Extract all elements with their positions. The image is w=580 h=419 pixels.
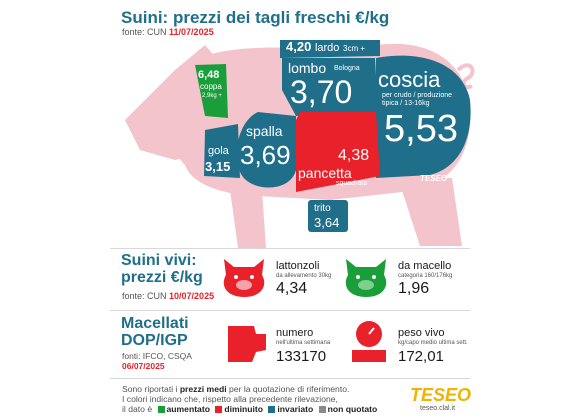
spalla-name: spalla [246,123,283,139]
cut-pancetta [296,112,380,192]
macello-note: categoria 160/176kg [398,273,453,279]
macello-name: da macello [398,260,452,272]
dop-source: fonti: IFCO, CSQA [122,351,192,361]
lardo-value: 4,20 [286,39,312,54]
gola-value: 3,15 [205,159,231,174]
source-prefix: fonte: CUN [122,27,170,37]
numero-name: numero [276,327,314,339]
spalla-value: 3,69 [240,140,291,170]
cut-coppa [195,64,228,118]
pig-brand: TESEO [420,174,448,183]
legend-down: diminuito [224,403,264,414]
lattonzoli-value: 4,34 [276,280,308,297]
gola-name: gola [208,145,229,157]
legend-swatch-down [215,405,223,413]
cut-trito [308,200,348,232]
legend-line-1a: Sono riportati i [122,384,180,394]
live-source-prefix: fonte: CUN [122,291,170,301]
pancetta-value: 4,38 [338,147,370,164]
legend-text: Sono riportati i prezzi medi per la quot… [122,384,378,415]
legend-swatch-up [157,405,165,413]
pig-silhouette-red-icon [228,326,266,362]
lombo-name: lombo [288,60,327,76]
coppa-note: 2,9kg + [202,93,222,99]
live-source: fonte: CUN 10/07/2025 [122,291,214,301]
lombo-value: 3,70 [290,74,353,110]
live-source-date: 10/07/2025 [169,291,215,301]
dop-title-line1: Macellati [121,315,189,332]
lattonzoli-note: da allevamento 30kg [276,273,332,279]
cut-lombo [282,58,378,116]
legend-line-1b: prezzi medi [179,384,227,394]
numero-note: nell'ultima settimana [276,340,331,346]
divider-2 [110,310,470,311]
legend-line-3: il dato è aumentato diminuito invariato … [122,403,378,415]
divider-1 [110,248,470,249]
cut-coscia [376,55,471,178]
peso-value: 172,01 [398,348,444,365]
legend-na: non quotato [327,403,378,414]
peso-name: peso vivo [398,327,445,339]
divider-3 [110,378,470,379]
legend-swatch-na [318,405,326,413]
cut-lardo [280,40,380,58]
pancetta-note: squadrata [336,180,368,187]
legend-prefix: il dato è [122,403,153,414]
lardo-label: 4,20 lardo 3cm + [286,40,365,54]
coppa-value: 6,48 [198,69,220,81]
legend-same: invariato [277,403,314,414]
peso-note: kg/capo medio ultima sett. [398,340,468,346]
pig-head-red-icon [223,259,265,297]
lardo-name: lardo [314,42,340,54]
cut-gola [204,124,240,178]
trito-name: trito [314,203,331,214]
source-date: 11/07/2025 [169,27,214,37]
cut-spalla [236,112,296,188]
coscia-value: 5,53 [384,108,458,150]
live-title-line1: Suini vivi: [121,252,197,269]
macello-value: 1,96 [398,280,430,297]
live-title-line2: prezzi €/kg [121,268,203,286]
coscia-name: coscia [378,67,441,92]
lattonzoli-name: lattonzoli [276,260,320,272]
pig-front-leg [230,190,266,248]
dop-date: 06/07/2025 [122,361,165,371]
lombo-note: Bologna [334,65,360,72]
legend-line-1: Sono riportati i prezzi medi per la quot… [122,384,377,395]
page-title: Suini: prezzi dei tagli freschi €/kg [121,8,390,27]
coscia-note-2: tipica / 13-16kg [382,100,430,107]
dop-title-line2: DOP/IGP [121,331,188,349]
coppa-name: coppa [200,82,222,91]
dop-title: Macellati DOP/IGP [121,315,189,350]
legend-line-1c: per la quotazione di riferimento. [226,384,350,394]
legend-swatch-same [268,405,276,413]
pig-tail [456,63,475,89]
pancetta-name: pancetta [298,165,352,181]
scale-red-icon [352,321,386,362]
trito-value: 3,64 [314,215,340,230]
legend-line-2: I colori indicano che, rispetto alla pre… [122,393,338,404]
teseo-url[interactable]: teseo.clal.it [420,405,456,412]
page-source: fonte: CUN 11/07/2025 [122,27,214,37]
legend-up: aumentato [166,403,210,414]
teseo-logo[interactable]: TESEO [410,385,472,405]
live-title: Suini vivi: prezzi €/kg [121,252,203,287]
pig-hind-leg [398,178,462,246]
numero-value: 133170 [276,348,327,365]
lardo-note: 3cm + [343,44,366,53]
coscia-note-1: per crudo / produzione [382,92,453,99]
pig-head-green-icon [345,259,387,297]
